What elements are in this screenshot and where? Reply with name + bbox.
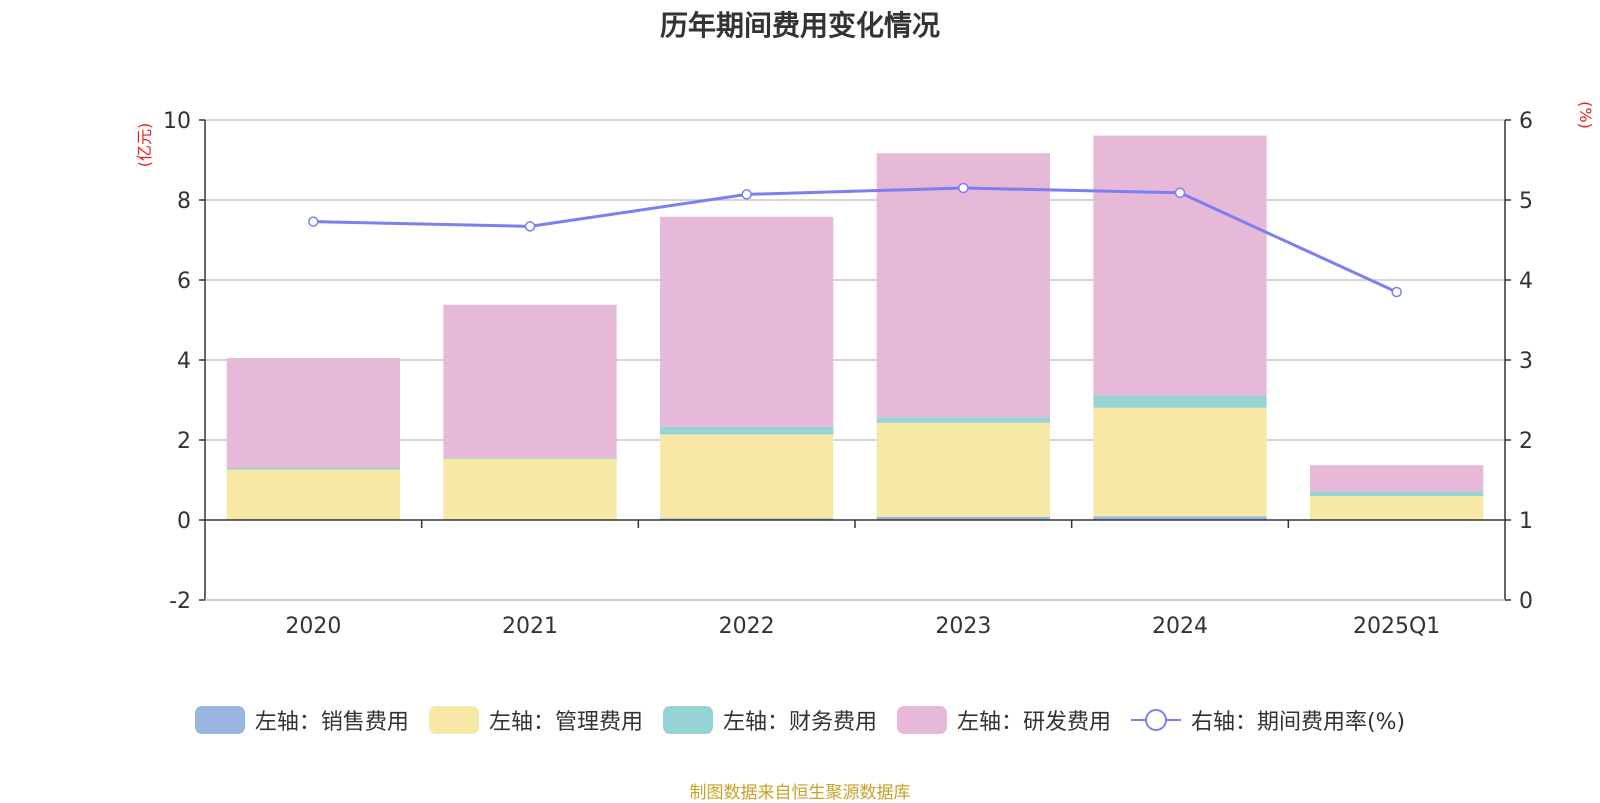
bar-1-1	[443, 458, 617, 520]
rate-point-5	[1391, 286, 1402, 298]
source-note: 制图数据来自恒生聚源数据库	[689, 783, 911, 803]
right-tick-label: 0	[1519, 589, 1533, 614]
legend-label-rd: 左轴：研发费用	[956, 710, 1111, 735]
legend-item-sales[interactable]: 左轴：销售费用	[194, 704, 409, 736]
left-tick-label: -2	[169, 589, 191, 614]
right-tick-label: 1	[1519, 509, 1533, 534]
bar-2-2	[660, 426, 834, 435]
left-tick-label: 4	[177, 349, 191, 374]
bar-0-3	[876, 516, 1050, 520]
rate-line	[308, 182, 1402, 298]
right-tick-label: 3	[1519, 349, 1533, 374]
right-axis-unit: (%)	[1576, 101, 1595, 129]
x-tick-label: 2021	[502, 614, 558, 639]
x-tick-label: 2023	[935, 614, 991, 639]
rate-point-3	[958, 182, 969, 194]
bar-3-0	[226, 358, 400, 468]
rate-point-2	[741, 189, 752, 200]
x-tick-label: 2025Q1	[1353, 614, 1440, 639]
bar-0-2	[660, 518, 834, 520]
left-tick-label: 8	[177, 189, 191, 214]
legend-swatch-rd	[896, 706, 947, 734]
legend-swatch-admin	[428, 706, 479, 734]
right-tick-label: 4	[1519, 269, 1533, 294]
legend-item-admin[interactable]: 左轴：管理费用	[428, 704, 643, 736]
rate-point-4	[1174, 187, 1186, 199]
bar-1-0	[226, 469, 400, 520]
x-tick-label: 2020	[285, 614, 341, 639]
rate-point-1	[524, 221, 536, 232]
bar-1-4	[1093, 407, 1267, 517]
legend-item-rd[interactable]: 左轴：研发费用	[896, 704, 1111, 736]
bar-3-4	[1093, 135, 1267, 396]
bar-3-2	[660, 216, 834, 427]
legend: 左轴：销售费用 左轴：管理费用 左轴：财务费用 左轴：研发费用 右轴：期间费用率…	[0, 702, 1600, 738]
chart-title: 历年期间费用变化情况	[659, 9, 940, 42]
legend-swatch-sales	[194, 706, 245, 734]
legend-label-sales: 左轴：销售费用	[254, 710, 409, 735]
legend-label-finance: 左轴：财务费用	[722, 710, 877, 735]
left-tick-label: 6	[177, 269, 191, 294]
legend-swatch-rate	[1130, 706, 1181, 734]
bar-1-5	[1310, 496, 1484, 520]
right-tick-label: 6	[1519, 109, 1533, 134]
bar-2-5	[1310, 492, 1484, 496]
legend-item-finance[interactable]: 左轴：财务费用	[662, 704, 877, 736]
legend-label-admin: 左轴：管理费用	[488, 710, 643, 735]
legend-item-rate[interactable]: 右轴：期间费用率(%)	[1130, 704, 1406, 736]
axes: -2 0 2 4 6 8 10 0 1 2 3 4 5 6 (亿元) (%) 2020 2021 2022 2023 2…	[135, 101, 1595, 639]
rate-line-path	[313, 186, 1398, 294]
bar-3-1	[443, 304, 617, 458]
chart-area: -2 0 2 4 6 8 10 0 1 2 3 4 5 6 (亿元) (%) 2020 2021 2022 2023 2…	[135, 101, 1595, 639]
bar-2-1	[443, 458, 617, 459]
bar-1-3	[876, 422, 1050, 517]
bar-0-4	[1093, 516, 1267, 520]
x-tick-label: 2022	[719, 614, 775, 639]
bars	[226, 135, 1484, 521]
left-tick-label: 10	[163, 109, 191, 134]
left-tick-label: 2	[177, 429, 191, 454]
rate-point-0	[308, 216, 319, 227]
legend-label-rate: 右轴：期间费用率(%)	[1190, 710, 1406, 735]
left-tick-label: 0	[177, 509, 191, 534]
left-axis-unit: (亿元)	[135, 123, 154, 168]
bar-3-3	[876, 153, 1050, 418]
bar-2-0	[226, 468, 400, 470]
bar-2-3	[876, 417, 1050, 423]
x-tick-label: 2024	[1152, 614, 1208, 639]
legend-swatch-finance	[662, 706, 713, 734]
bar-2-4	[1093, 395, 1267, 408]
right-tick-label: 2	[1519, 429, 1533, 454]
bar-1-2	[660, 434, 834, 519]
bar-3-5	[1310, 465, 1484, 492]
right-tick-label: 5	[1519, 189, 1533, 214]
